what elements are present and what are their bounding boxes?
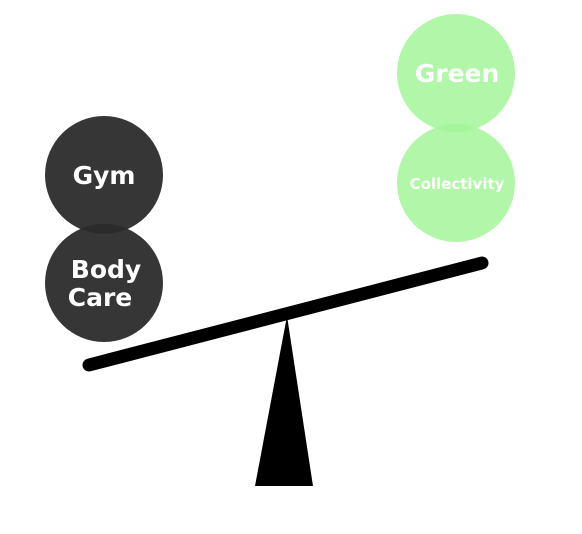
green-label: Green [415, 59, 500, 88]
gym-label: Gym [73, 161, 136, 190]
collectivity-label: Collectivity [410, 175, 505, 193]
green-ball [397, 14, 515, 132]
body-care-ball [45, 224, 163, 342]
body-care-label-line-2: Care [68, 283, 133, 312]
gym-ball [45, 116, 163, 234]
left-pan: Gym Body Care [45, 116, 163, 342]
body-care-label-line-1: Body [71, 255, 141, 284]
right-pan: Green Collectivity [397, 14, 515, 242]
collectivity-ball [397, 124, 515, 242]
seesaw-beam [82, 256, 489, 372]
fulcrum [255, 316, 313, 486]
